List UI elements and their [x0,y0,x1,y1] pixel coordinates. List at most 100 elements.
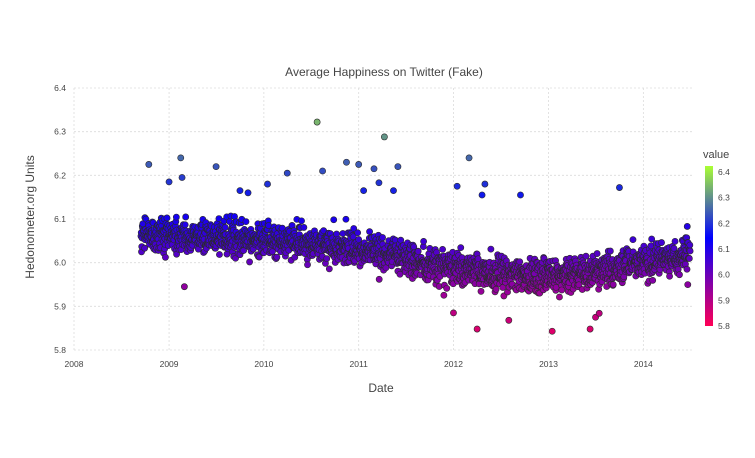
data-point [370,165,378,173]
data-point [244,189,252,197]
data-point [686,241,694,249]
data-point [343,158,350,166]
data-point [162,253,169,261]
color-legend: value 6.4 6.3 6.2 6.1 6.0 5.9 5.8 [703,149,730,331]
data-point [414,247,422,255]
data-point [216,251,223,258]
y-tick-label: 5.9 [54,301,66,311]
data-point [609,281,617,288]
data-point [178,174,186,181]
x-tick-label: 2011 [350,359,369,369]
data-point [453,182,461,190]
data-point [177,154,185,162]
y-tick-label: 6.3 [54,127,66,137]
y-tick-label: 6.0 [54,258,66,268]
data-point [629,236,637,244]
data-point [686,247,694,255]
data-point [246,258,253,266]
data-points [137,118,694,335]
x-tick-label: 2014 [634,359,653,369]
data-point [556,293,563,301]
y-tick-label: 6.1 [54,214,66,224]
data-point [649,276,657,284]
axis-ticks: 2008 2009 2010 2011 2012 2013 2014 5.8 5.9 6.0 6.1… [54,83,653,369]
y-axis-title: Hedonometer.org Units [23,155,37,278]
y-tick-label: 5.8 [54,345,66,355]
data-point [360,187,368,195]
data-point [473,325,481,333]
data-point [670,245,678,252]
data-point [349,233,357,241]
data-point [375,179,383,187]
data-point [477,287,485,295]
legend-label: 6.2 [718,218,730,228]
x-tick-label: 2013 [539,359,558,369]
data-point [606,247,614,255]
data-point [255,253,263,261]
data-point [355,161,363,168]
data-point [325,265,333,273]
data-point [586,325,594,333]
data-point [439,245,446,253]
data-point [182,213,190,221]
legend-title: value [703,149,729,161]
data-point [517,191,524,199]
data-point [420,237,428,245]
data-point [304,261,311,269]
data-point [465,154,473,162]
legend-color-bar [705,166,713,326]
legend-label: 6.0 [718,270,730,280]
data-point [163,214,171,222]
data-point [236,187,244,195]
data-point [394,163,402,170]
data-point [558,286,566,294]
legend-labels: 6.4 6.3 6.2 6.1 6.0 5.9 5.8 [718,167,730,331]
data-point [375,275,383,283]
data-point [242,218,250,225]
data-point [342,215,350,223]
data-point [355,236,363,243]
legend-label: 6.4 [718,167,730,177]
data-point [180,283,188,291]
data-point [683,223,691,230]
data-point [172,213,180,221]
data-point [478,191,486,199]
data-point [481,180,489,188]
data-point [676,271,683,279]
data-point [593,250,601,257]
data-point [616,184,623,191]
data-point [141,244,149,252]
data-point [212,163,220,170]
data-point [487,245,495,253]
data-point [264,180,271,188]
data-point [457,244,465,252]
data-point [300,224,308,231]
data-point [273,253,281,261]
legend-label: 6.3 [718,193,730,203]
data-point [684,281,692,289]
legend-label: 6.1 [718,244,730,254]
data-point [181,221,189,229]
legend-label: 5.9 [718,295,730,305]
data-point [379,234,386,241]
data-point [313,118,321,126]
data-point [575,281,583,289]
x-tick-label: 2010 [254,359,273,369]
data-point [319,167,326,175]
data-point [350,225,358,232]
data-point [440,291,448,299]
data-point [450,309,457,317]
data-point [516,258,524,266]
x-tick-label: 2009 [160,359,179,369]
data-point [221,224,229,231]
legend-label: 5.8 [718,321,730,331]
x-tick-label: 2008 [65,359,84,369]
data-point [298,217,305,225]
data-point [666,272,673,280]
data-point [165,178,173,186]
chart-title: Average Happiness on Twitter (Fake) [285,65,483,79]
data-point [582,252,590,260]
data-point [648,235,656,243]
